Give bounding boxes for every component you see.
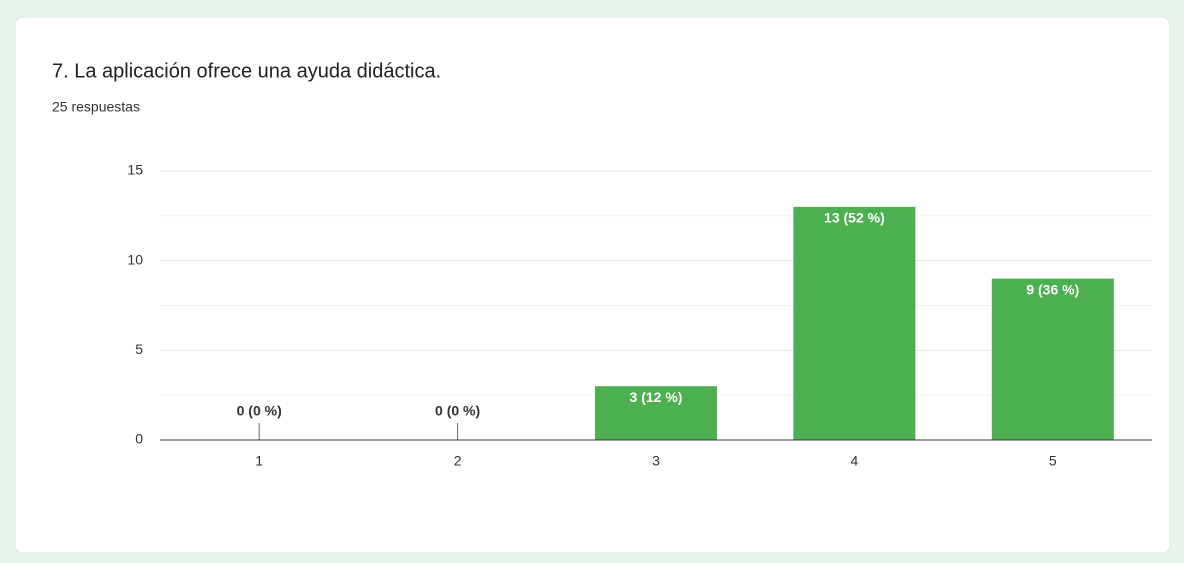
value-label: 9 (36 %) <box>1026 281 1079 297</box>
x-tick-label: 3 <box>652 453 660 469</box>
x-tick-label: 2 <box>454 453 462 469</box>
y-tick-label: 0 <box>135 431 143 447</box>
value-label: 3 (12 %) <box>630 389 683 405</box>
value-label: 13 (52 %) <box>824 210 885 226</box>
bar <box>595 386 717 440</box>
x-tick-label: 1 <box>255 453 263 469</box>
chart-title: 7. La aplicación ofrece una ayuda didáct… <box>52 60 441 82</box>
bar <box>793 206 916 440</box>
value-label: 0 (0 %) <box>435 403 480 419</box>
y-tick-label: 15 <box>127 162 143 178</box>
y-tick-label: 10 <box>127 251 143 267</box>
chart-subtitle: 25 respuestas <box>52 99 140 115</box>
x-tick-label: 5 <box>1049 453 1057 469</box>
y-tick-label: 5 <box>135 341 143 357</box>
bar <box>991 278 1114 440</box>
value-label: 0 (0 %) <box>237 403 282 419</box>
x-tick-label: 4 <box>851 453 859 469</box>
